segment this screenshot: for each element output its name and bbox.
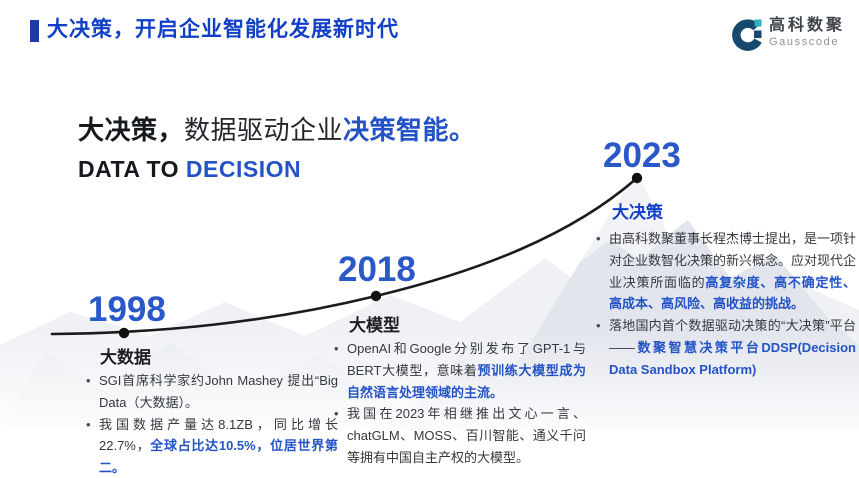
bullet-item: SGI首席科学家约John Mashey 提出“Big Data（大数据）。 [86, 370, 338, 414]
slide-title: 大决策，开启企业智能化发展新时代 [47, 18, 399, 41]
bullet-item: 我国数据产量达8.1ZB，同比增长22.7%，全球占比达10.5%，位居世界第二… [86, 414, 338, 478]
text-segment: SGI首席科学家约John Mashey 提出“Big Data（大数据）。 [99, 373, 338, 410]
title-accent-bar [30, 20, 39, 42]
bullet-list: OpenAI和Google分别发布了GPT-1与BERT大模型，意味着预训练大模… [334, 338, 586, 469]
timeline-dot-2018 [370, 290, 382, 302]
event-title-bigmodel: 大模型 [349, 316, 400, 335]
company-logo: 高科数聚 Gausscode [730, 16, 845, 54]
year-label-2023: 2023 [603, 136, 681, 175]
event-title-bigdata: 大数据 [100, 348, 151, 367]
logo-name-zh: 高科数聚 [769, 17, 846, 34]
text-segment: 全球占比达10.5%，位居世界第二。 [99, 438, 338, 476]
text-segment: 高复杂度、高不确定性、高成本、高风险、高收益的挑战。 [609, 274, 856, 312]
headline-en: DATA TO DECISION [78, 156, 301, 183]
text-segment: 数聚智慧决策平台DDSP(Decision Data Sandbox Platf… [609, 340, 856, 377]
text-segment: 决策智能。 [343, 115, 476, 145]
bullet-item: 落地国内首个数据驱动决策的“大决策”平台——数聚智慧决策平台DDSP(Decis… [596, 315, 856, 380]
event-bullets-1998: SGI首席科学家约John Mashey 提出“Big Data（大数据）。我国… [86, 370, 338, 478]
timeline-dot-2023 [631, 172, 643, 184]
event-bullets-2018: OpenAI和Google分别发布了GPT-1与BERT大模型，意味着预训练大模… [334, 338, 586, 469]
bullet-item: 我国在2023年相继推出文心一言、chatGLM、MOSS、百川智能、通义千问等… [334, 403, 586, 468]
text-segment: DECISION [185, 156, 302, 182]
logo-text: 高科数聚 Gausscode [769, 16, 845, 49]
event-bullets-2023: 由高科数聚董事长程杰博士提出，是一项针对企业数智化决策的新兴概念。应对现代企业决… [596, 228, 856, 381]
event-title-bigdecision: 大决策 [612, 203, 663, 222]
text-segment: 数据驱动企业 [184, 115, 344, 145]
bullet-list: 由高科数聚董事长程杰博士提出，是一项针对企业数智化决策的新兴概念。应对现代企业决… [596, 228, 856, 381]
bullet-item: 由高科数聚董事长程杰博士提出，是一项针对企业数智化决策的新兴概念。应对现代企业决… [596, 228, 856, 315]
bullet-item: OpenAI和Google分别发布了GPT-1与BERT大模型，意味着预训练大模… [334, 338, 586, 403]
text-segment: 大决策， [78, 115, 185, 145]
text-segment: 我国数据产量达8.1ZB，同比增长22.7%， [99, 416, 338, 454]
bullet-list: SGI首席科学家约John Mashey 提出“Big Data（大数据）。我国… [86, 370, 338, 478]
logo-name-en: Gausscode [769, 36, 840, 48]
text-segment: 预训练大模型成为自然语言处理领域的主流。 [347, 362, 586, 400]
text-segment: 落地国内首个数据驱动决策的“大决策”平台—— [609, 318, 856, 356]
year-label-1998: 1998 [88, 290, 166, 329]
timeline-dot-1998 [118, 327, 130, 339]
headline-zh: 大决策，数据驱动企业决策智能。 [78, 110, 476, 147]
text-segment: DATA TO [78, 156, 186, 182]
text-segment: 由高科数聚董事长程杰博士提出，是一项针对企业数智化决策的新兴概念。应对现代企业决… [609, 231, 857, 290]
year-label-2018: 2018 [338, 250, 416, 289]
text-segment: OpenAI和Google分别发布了GPT-1与BERT大模型，意味着 [347, 341, 586, 378]
gausscode-g-icon [732, 19, 762, 51]
text-segment: 我国在2023年相继推出文心一言、chatGLM、MOSS、百川智能、通义千问等… [347, 406, 586, 466]
